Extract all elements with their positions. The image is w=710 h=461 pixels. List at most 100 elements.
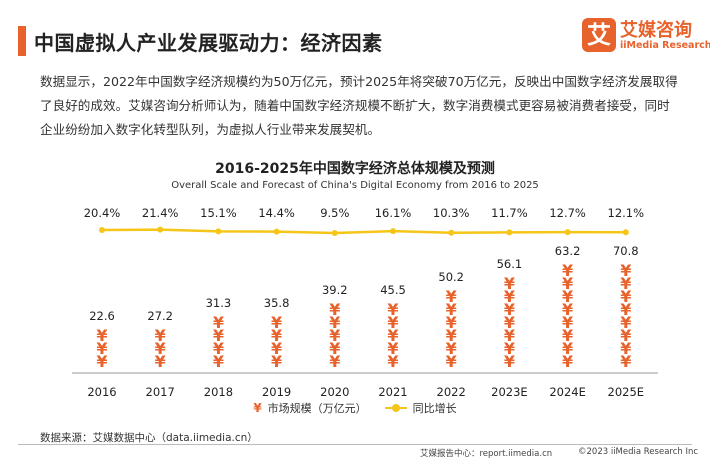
x-tick-label-2016: 2016 [87,385,116,399]
legend-label-market-size: 市场规模（万亿元） [267,402,367,415]
growth-line [101,228,626,235]
yen-icon: ¥ [562,339,573,358]
yen-icon: ¥ [329,339,340,358]
growth-point-2021 [390,228,396,235]
yen-icon: ¥ [562,274,573,293]
x-tick-label-2020: 2020 [320,385,349,399]
body-paragraph: 数据显示，2022年中国数字经济规模约为50万亿元，预计2025年将突破70万亿… [40,74,678,137]
yen-icon: ¥ [504,300,515,319]
x-tick-label-2022: 2022 [437,385,466,399]
yen-icon: ¥ [213,352,224,371]
yen-icon: ¥ [271,352,282,371]
yen-icon: ¥ [213,339,224,358]
yen-icon: ¥ [562,326,573,345]
yen-icon: ¥ [96,326,107,345]
yen-icon: ¥ [504,352,515,371]
growth-label-2023E: 11.7% [491,206,528,220]
yen-icon: ¥ [504,326,515,345]
chart-subtitle: Overall Scale and Forecast of China's Di… [171,180,539,191]
footer-divider [18,444,692,445]
yen-icon: ¥ [504,313,515,332]
yen-icon: ¥ [253,401,262,415]
yen-icon: ¥ [213,313,224,332]
yen-icon: ¥ [387,300,398,319]
growth-point-2016 [99,226,105,233]
x-tick-label-2023E: 2023E [491,385,528,399]
yen-icon: ¥ [446,300,457,319]
yen-icon: ¥ [387,339,398,358]
growth-point-2019 [273,228,280,235]
growth-label-2024E: 12.7% [549,206,586,220]
yen-icon: ¥ [620,274,631,293]
bar-value-label-2018: 31.3 [206,296,232,310]
yen-icon: ¥ [271,326,282,345]
bar-2021: ¥¥¥¥¥ [387,300,398,371]
yen-icon: ¥ [504,287,515,306]
growth-label-2019: 14.4% [258,206,295,220]
yen-icon: ¥ [387,352,398,371]
yen-icon: ¥ [155,326,166,345]
yen-icon: ¥ [620,326,631,345]
yen-icon: ¥ [562,300,573,319]
footer-report-link[interactable]: 艾媒报告中心：report.iimedia.cn [420,449,553,459]
bar-2024E: ¥¥¥¥¥¥¥¥ [562,261,573,371]
bar-2018: ¥¥¥¥ [213,313,224,371]
bar-value-label-2021: 45.5 [380,283,406,297]
bar-2023E: ¥¥¥¥¥¥¥ [504,274,515,371]
yen-icon: ¥ [620,313,631,332]
growth-label-2021: 16.1% [375,206,412,220]
legend: ¥ 市场规模（万亿元） 同比增长 [0,400,710,416]
x-tick-label-2018: 2018 [204,385,233,399]
page-title: 中国虚拟人产业发展驱动力：经济因素 [34,31,383,55]
bar-value-label-2023E: 56.1 [497,257,523,271]
bars-layer: ¥¥¥22.6¥¥¥27.2¥¥¥¥31.3¥¥¥¥35.8¥¥¥¥¥39.2¥… [89,244,638,371]
bar-value-label-2019: 35.8 [264,296,290,310]
legend-label-growth: 同比增长 [412,402,457,415]
bar-2017: ¥¥¥ [155,326,166,371]
yen-icon: ¥ [562,352,573,371]
x-tick-label-2019: 2019 [262,385,291,399]
growth-label-2016: 20.4% [84,206,121,220]
bar-value-label-2022: 50.2 [438,270,464,284]
brand-subtitle: iiMedia Research [620,40,710,51]
brand-mark-icon: 艾 [582,18,616,52]
growth-point-2020 [331,230,338,236]
legend-item-growth: 同比增长 [384,400,457,416]
growth-point-2024E [564,229,571,236]
yen-icon: ¥ [562,313,573,332]
yen-icon: ¥ [96,352,107,371]
growth-point-2025E [622,229,629,236]
chart-title: 2016-2025年中国数字经济总体规模及预测 [215,161,495,177]
yen-icon: ¥ [271,339,282,358]
yen-icon: ¥ [446,339,457,358]
yen-icon: ¥ [329,313,340,332]
growth-label-2017: 21.4% [142,206,179,220]
yen-icon: ¥ [620,352,631,371]
yen-icon: ¥ [620,261,631,280]
yen-icon: ¥ [329,352,340,371]
growth-point-2022 [448,229,455,236]
yen-icon: ¥ [155,339,166,358]
bar-value-label-2017: 27.2 [147,309,173,323]
bar-value-label-2016: 22.6 [89,309,115,323]
line-marker-icon [384,403,407,413]
chart: ¥¥¥22.6¥¥¥27.2¥¥¥¥31.3¥¥¥¥35.8¥¥¥¥¥39.2¥… [72,206,658,399]
x-tick-label-2021: 2021 [378,385,407,399]
brand-name: 艾媒咨询 [620,20,692,41]
yen-icon: ¥ [446,287,457,306]
bar-2020: ¥¥¥¥¥ [329,300,340,371]
x-tick-label-2025E: 2025E [608,385,645,399]
yen-icon: ¥ [620,300,631,319]
yen-icon: ¥ [213,326,224,345]
growth-line-layer: 20.4% 21.4% 15.1% 14.4% 9.5% 16.1% 10.3% 11.7% 1… [84,206,644,236]
growth-label-2018: 15.1% [200,206,237,220]
footer-copyright: ©2023 iiMedia Research Inc [578,447,699,457]
x-tick-label-2017: 2017 [146,385,175,399]
bar-value-label-2020: 39.2 [322,283,348,297]
data-source: 数据来源：艾媒数据中心（data.iimedia.cn） [40,432,258,444]
growth-label-2022: 10.3% [433,206,470,220]
yen-icon: ¥ [562,287,573,306]
brand-logo: 艾 艾媒咨询 iiMedia Research [582,16,710,56]
yen-icon: ¥ [271,313,282,332]
bar-value-label-2025E: 70.8 [613,244,639,258]
